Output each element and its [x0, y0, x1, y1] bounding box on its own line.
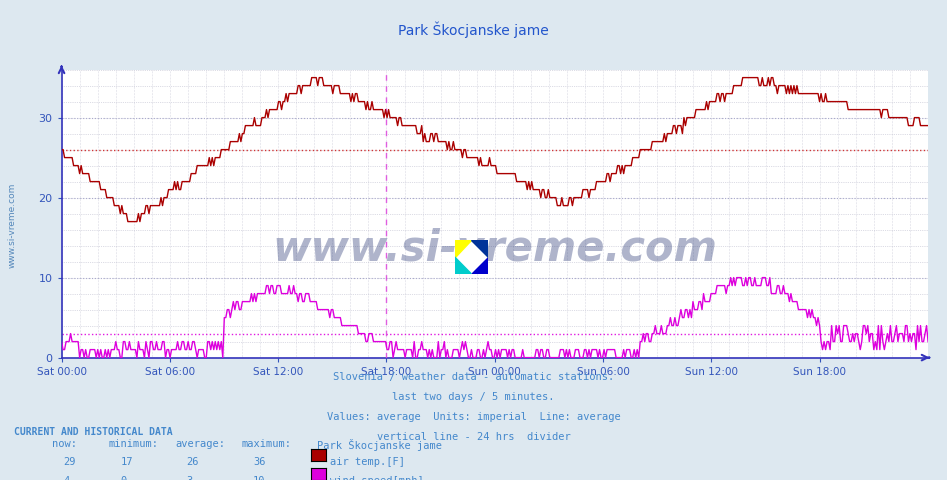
- Text: vertical line - 24 hrs  divider: vertical line - 24 hrs divider: [377, 432, 570, 443]
- Text: last two days / 5 minutes.: last two days / 5 minutes.: [392, 392, 555, 402]
- Text: now:: now:: [52, 439, 77, 449]
- Polygon shape: [455, 240, 472, 257]
- Text: wind speed[mph]: wind speed[mph]: [330, 476, 423, 480]
- Text: average:: average:: [175, 439, 225, 449]
- Text: Slovenia / weather data - automatic stations.: Slovenia / weather data - automatic stat…: [333, 372, 614, 382]
- Text: 4: 4: [63, 476, 70, 480]
- Text: CURRENT AND HISTORICAL DATA: CURRENT AND HISTORICAL DATA: [14, 427, 173, 437]
- Text: 36: 36: [253, 457, 265, 468]
- Text: maximum:: maximum:: [241, 439, 292, 449]
- Text: www.si-vreme.com: www.si-vreme.com: [273, 227, 717, 269]
- Polygon shape: [455, 257, 472, 274]
- Text: www.si-vreme.com: www.si-vreme.com: [8, 183, 17, 268]
- Text: 3: 3: [187, 476, 193, 480]
- Text: Park Škocjanske jame: Park Škocjanske jame: [398, 22, 549, 38]
- Text: Park Škocjanske jame: Park Škocjanske jame: [317, 439, 442, 451]
- Text: 17: 17: [120, 457, 133, 468]
- Text: 0: 0: [120, 476, 127, 480]
- Text: 29: 29: [63, 457, 76, 468]
- Text: air temp.[F]: air temp.[F]: [330, 457, 404, 468]
- Text: 10: 10: [253, 476, 265, 480]
- Text: minimum:: minimum:: [109, 439, 159, 449]
- Text: 26: 26: [187, 457, 199, 468]
- Polygon shape: [472, 240, 488, 257]
- Polygon shape: [472, 257, 488, 274]
- Text: Values: average  Units: imperial  Line: average: Values: average Units: imperial Line: av…: [327, 412, 620, 422]
